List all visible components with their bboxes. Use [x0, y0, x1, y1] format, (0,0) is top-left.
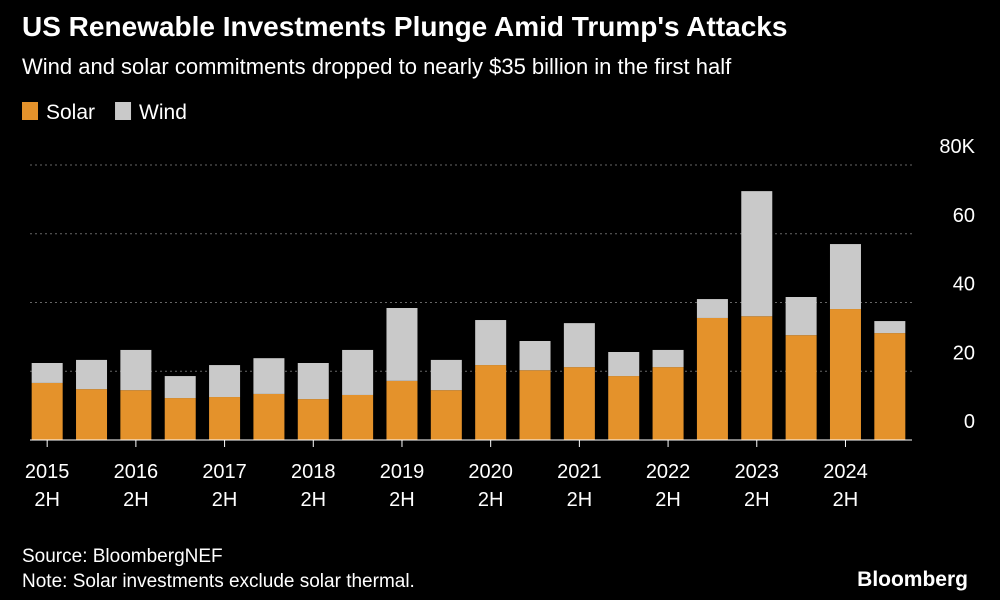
x-tick-label-line: 2018 — [291, 461, 336, 483]
x-tick-label: 2018 2H — [291, 461, 336, 511]
bar-segment — [164, 398, 196, 440]
legend-label: Solar — [46, 101, 95, 124]
x-tick-label-line: 2019 — [380, 461, 425, 483]
bar-segment — [741, 191, 773, 317]
x-tick-label-line: 2024 — [823, 461, 868, 483]
x-tick-label-line: 2H — [123, 489, 149, 511]
bar-segment — [253, 358, 285, 394]
x-tick-label-line: 2H — [478, 489, 504, 511]
x-tick-label: 2019 2H — [380, 461, 425, 511]
y-tick-label: 40 — [953, 274, 975, 296]
bar-segment — [120, 349, 152, 391]
bar-segment — [253, 393, 285, 440]
bar-segment — [874, 321, 906, 334]
bar-segment — [430, 390, 462, 440]
bar-segment — [563, 367, 595, 440]
bar-segment — [652, 349, 684, 368]
x-tick-label: 2016 2H — [114, 461, 159, 511]
bar-segment — [120, 390, 152, 440]
bar-segment — [342, 349, 374, 395]
source: Source: BloombergNEF — [22, 546, 223, 567]
bar-segment — [342, 394, 374, 440]
bar-segment — [608, 352, 640, 377]
chart-title: US Renewable Investments Plunge Amid Tru… — [22, 11, 787, 42]
y-tick-label: 60 — [953, 205, 975, 227]
x-tick-label-line: 2H — [567, 489, 593, 511]
bar-segment — [76, 359, 108, 390]
bar-segment — [874, 333, 906, 440]
x-tick-label: 2021 2H — [557, 461, 602, 511]
bar-segment — [519, 370, 551, 440]
bar-segment — [209, 397, 241, 440]
brand: Bloomberg — [857, 568, 968, 591]
x-tick-label-line: 2023 — [735, 461, 780, 483]
x-tick-label-line: 2H — [744, 489, 770, 511]
x-tick-label-line: 2H — [34, 489, 60, 511]
bar-segment — [829, 309, 861, 440]
x-tick-label-line: 2H — [212, 489, 238, 511]
bar-segment — [386, 380, 418, 440]
x-tick-label: 2022 2H — [646, 461, 691, 511]
bar-segment — [608, 376, 640, 440]
x-tick-label-line: 2017 — [202, 461, 247, 483]
bar-segment — [297, 399, 329, 440]
bar-segment — [696, 299, 728, 318]
x-tick-label: 2023 2H — [735, 461, 780, 511]
bar-segment — [475, 365, 507, 440]
bar-segment — [696, 317, 728, 440]
bar-segment — [209, 365, 241, 398]
legend-swatch — [22, 102, 38, 120]
x-tick-label: 2015 2H — [25, 461, 70, 511]
bar-segment — [31, 363, 63, 383]
bar-segment — [785, 297, 817, 336]
y-tick-label: 80K — [939, 136, 975, 158]
bar-segment — [519, 341, 551, 371]
note: Note: Solar investments exclude solar th… — [22, 571, 415, 592]
bar-segment — [741, 316, 773, 440]
bar-segment — [164, 376, 196, 399]
chart-subtitle: Wind and solar commitments dropped to ne… — [22, 54, 732, 79]
x-tick-label-line: 2022 — [646, 461, 691, 483]
x-tick-label-line: 2015 — [25, 461, 70, 483]
bar-segment — [76, 389, 108, 440]
x-tick-label-line: 2016 — [114, 461, 159, 483]
x-tick-label: 2024 2H — [823, 461, 868, 511]
bar-segment — [563, 323, 595, 368]
bar-segment — [31, 382, 63, 440]
x-tick-label-line: 2H — [300, 489, 326, 511]
x-tick-label-line: 2021 — [557, 461, 602, 483]
x-tick-label-line: 2H — [655, 489, 681, 511]
x-tick-label-line: 2020 — [468, 461, 513, 483]
bar-segment — [430, 359, 462, 391]
bar-segment — [297, 363, 329, 400]
x-tick-label-line: 2H — [389, 489, 415, 511]
x-tick-label-line: 2H — [833, 489, 859, 511]
y-tick-label: 20 — [953, 342, 975, 364]
legend-label: Wind — [139, 101, 187, 124]
bar-segment — [386, 308, 418, 381]
bar-segment — [652, 367, 684, 440]
x-tick-label: 2017 2H — [202, 461, 247, 511]
x-tick-label: 2020 2H — [468, 461, 513, 511]
legend-swatch — [115, 102, 132, 120]
bar-segment — [829, 244, 861, 310]
bar-segment — [475, 320, 507, 366]
bar-segment — [785, 335, 817, 440]
y-tick-label: 0 — [964, 411, 975, 433]
